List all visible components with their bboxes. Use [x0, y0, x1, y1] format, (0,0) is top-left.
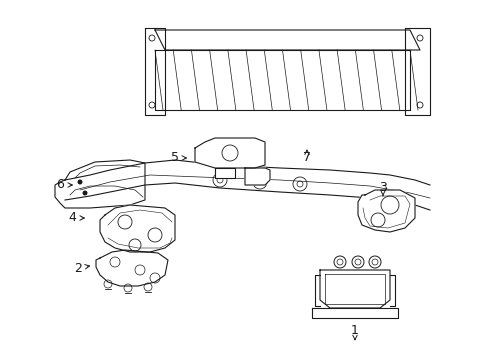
Polygon shape	[357, 190, 414, 232]
Text: 5: 5	[171, 152, 179, 165]
Text: 4: 4	[68, 211, 76, 225]
Polygon shape	[65, 160, 429, 210]
Polygon shape	[404, 28, 429, 115]
Polygon shape	[215, 168, 235, 178]
Polygon shape	[155, 30, 419, 50]
Polygon shape	[96, 250, 168, 286]
Circle shape	[351, 256, 363, 268]
Polygon shape	[100, 205, 175, 252]
Polygon shape	[319, 270, 389, 308]
Text: 3: 3	[378, 181, 386, 194]
Polygon shape	[55, 160, 145, 208]
Polygon shape	[195, 138, 264, 168]
Text: 6: 6	[56, 179, 64, 192]
Circle shape	[77, 180, 82, 184]
Polygon shape	[244, 168, 269, 185]
Text: 7: 7	[303, 152, 310, 165]
Polygon shape	[311, 308, 397, 318]
Text: 2: 2	[74, 261, 82, 274]
Text: 1: 1	[350, 324, 358, 337]
Circle shape	[333, 256, 346, 268]
Polygon shape	[145, 28, 164, 115]
Circle shape	[82, 190, 87, 195]
Circle shape	[368, 256, 380, 268]
Polygon shape	[155, 50, 409, 110]
